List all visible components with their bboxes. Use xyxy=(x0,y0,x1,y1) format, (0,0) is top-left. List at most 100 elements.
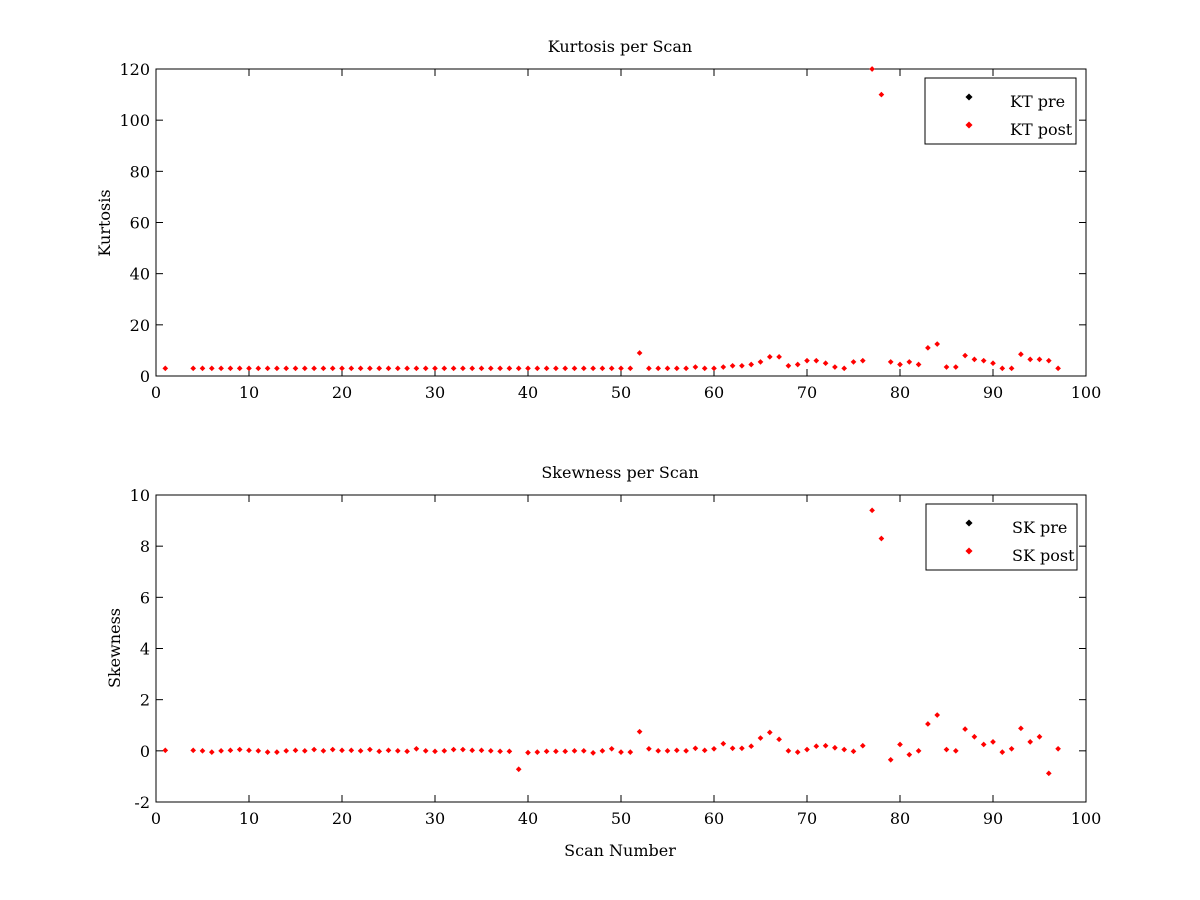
skewness-data-point xyxy=(915,748,922,754)
skewness-data-point xyxy=(869,507,875,514)
kurtosis-data-point xyxy=(925,345,931,351)
kurtosis-data-point xyxy=(943,364,950,370)
kurtosis-data-point xyxy=(562,365,569,372)
skewness-x-tick-label: 70 xyxy=(797,809,817,828)
kurtosis-data-point xyxy=(757,359,764,365)
kurtosis-data-point xyxy=(385,365,392,372)
skewness-data-point xyxy=(1045,770,1052,777)
skewness-data-point xyxy=(525,749,531,756)
kurtosis-data-point xyxy=(460,365,466,372)
skewness-y-tick-label: -2 xyxy=(134,793,150,812)
skewness-data-point xyxy=(274,749,280,755)
kurtosis-data-point xyxy=(218,365,224,372)
skewness-data-point xyxy=(553,748,559,755)
skewness-y-tick-label: 10 xyxy=(130,486,150,505)
kurtosis-data-point xyxy=(339,365,345,372)
skewness-data-point xyxy=(515,766,522,773)
kurtosis-data-point xyxy=(422,365,429,372)
kurtosis-data-point xyxy=(701,365,708,372)
skewness-data-point xyxy=(543,748,550,755)
skewness-data-point xyxy=(208,749,215,755)
kurtosis-data-point xyxy=(329,365,336,372)
skewness-data-point xyxy=(599,748,606,754)
skewness-data-point xyxy=(906,751,913,758)
skewness-data-point xyxy=(962,726,968,732)
kurtosis-data-point xyxy=(869,66,875,72)
skewness-data-point xyxy=(887,756,894,763)
skewness-data-point xyxy=(246,747,252,754)
kurtosis-data-point xyxy=(357,365,364,372)
skewness-data-point xyxy=(218,748,224,754)
kurtosis-chart-title: Kurtosis per Scan xyxy=(548,37,692,56)
kurtosis-x-tick-label: 10 xyxy=(239,383,259,402)
skewness-data-point xyxy=(562,748,569,755)
skewness-y-axis-label: Skewness xyxy=(105,608,124,688)
kurtosis-x-tick-label: 20 xyxy=(332,383,352,402)
skewness-data-point xyxy=(236,746,243,753)
skewness-data-point xyxy=(394,748,401,754)
kurtosis-data-point xyxy=(766,353,773,360)
kurtosis-data-point xyxy=(534,365,541,372)
skewness-data-point xyxy=(841,746,848,753)
skewness-data-point xyxy=(952,748,959,754)
skewness-data-point xyxy=(376,748,383,755)
kurtosis-x-tick-label: 100 xyxy=(1071,383,1102,402)
skewness-data-point xyxy=(162,747,169,754)
kurtosis-x-tick-label: 60 xyxy=(704,383,724,402)
skewness-data-point xyxy=(320,748,327,754)
skewness-data-point xyxy=(655,748,662,754)
kurtosis-data-point xyxy=(301,365,308,372)
skewness-x-tick-label: 20 xyxy=(332,809,352,828)
kurtosis-y-tick-label: 60 xyxy=(130,214,150,233)
kurtosis-data-point xyxy=(804,357,810,364)
skewness-data-point xyxy=(785,748,792,754)
kurtosis-data-point xyxy=(887,359,894,365)
kurtosis-data-point xyxy=(822,360,829,367)
skewness-data-point xyxy=(971,733,978,740)
kurtosis-data-point xyxy=(376,365,383,372)
kurtosis-data-point xyxy=(850,359,857,365)
skewness-data-point xyxy=(878,535,885,542)
skewness-x-tick-label: 0 xyxy=(151,809,161,828)
skewness-legend-marker-pre xyxy=(965,519,973,527)
kurtosis-data-point xyxy=(497,365,503,372)
skewness-data-point xyxy=(367,746,373,753)
skewness-data-point xyxy=(934,712,941,718)
skewness-data-point xyxy=(999,749,1006,755)
kurtosis-data-point xyxy=(683,365,689,372)
skewness-data-point xyxy=(673,747,680,754)
skewness-x-tick-label: 60 xyxy=(704,809,724,828)
skewness-data-point xyxy=(897,741,903,748)
kurtosis-data-point xyxy=(469,365,476,372)
skewness-data-point xyxy=(804,746,810,753)
skewness-data-point xyxy=(766,729,773,736)
skewness-data-point xyxy=(859,742,866,749)
skewness-data-point xyxy=(683,748,689,754)
kurtosis-data-point xyxy=(1008,365,1015,372)
kurtosis-data-point xyxy=(543,365,550,372)
kurtosis-x-tick-label: 30 xyxy=(425,383,445,402)
kurtosis-data-point xyxy=(832,364,838,370)
kurtosis-data-point xyxy=(813,357,820,364)
skewness-data-point xyxy=(748,743,755,750)
kurtosis-data-point xyxy=(1018,351,1024,358)
kurtosis-data-point xyxy=(739,362,745,369)
kurtosis-data-point xyxy=(990,360,996,367)
skewness-data-point xyxy=(487,748,494,754)
kurtosis-data-point xyxy=(227,365,234,372)
kurtosis-data-point xyxy=(515,365,522,372)
kurtosis-data-point xyxy=(432,365,438,372)
kurtosis-data-point xyxy=(274,365,280,372)
kurtosis-x-tick-label: 50 xyxy=(611,383,631,402)
kurtosis-y-tick-label: 20 xyxy=(130,316,150,335)
kurtosis-data-point xyxy=(748,361,755,368)
skewness-data-point xyxy=(432,748,438,755)
skewness-data-point xyxy=(822,742,829,749)
skewness-data-point xyxy=(404,748,410,755)
skewness-data-point xyxy=(441,748,448,754)
kurtosis-data-point xyxy=(1045,357,1052,364)
skewness-data-point xyxy=(711,745,717,752)
kurtosis-y-axis-label: Kurtosis xyxy=(95,189,114,256)
kurtosis-chart: Kurtosis per Scan Kurtosis 0 10 20 30 40 50 60… xyxy=(95,37,1101,402)
